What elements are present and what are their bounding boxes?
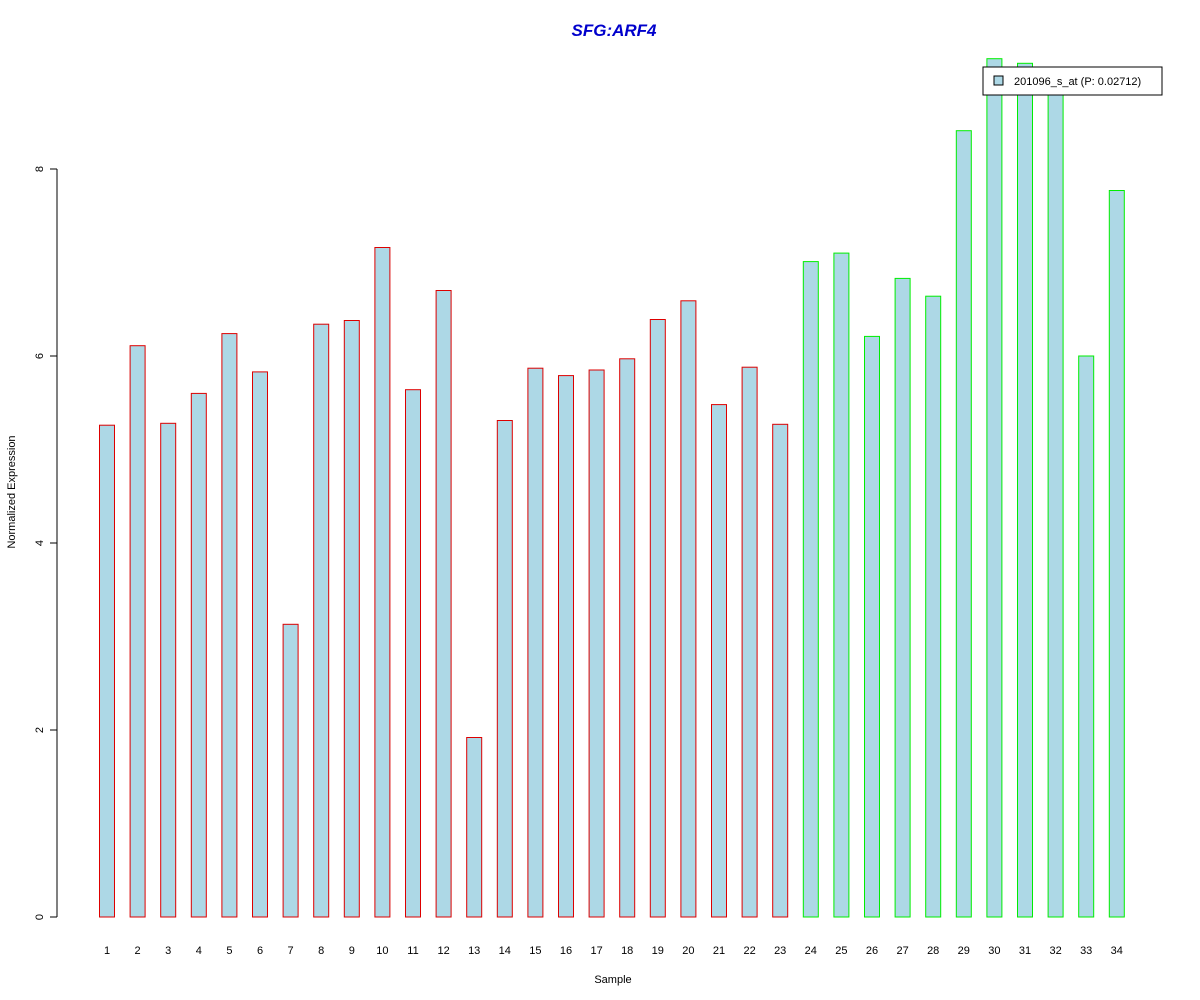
x-tick-label: 14 <box>499 945 511 957</box>
bar-sample-14 <box>496 420 513 918</box>
legend: 201096_s_at (P: 0.02712) <box>982 66 1163 96</box>
bar-sample-1 <box>99 424 115 918</box>
bar-sample-25 <box>833 252 850 918</box>
bar-sample-4 <box>190 392 207 918</box>
bar-sample-12 <box>435 290 452 918</box>
bar-sample-24 <box>802 261 819 918</box>
bar-sample-21 <box>711 404 727 918</box>
x-tick-label: 32 <box>1049 945 1061 957</box>
bar-sample-3 <box>160 422 177 918</box>
x-tick-label: 9 <box>349 945 355 957</box>
x-tick-label: 7 <box>288 945 294 957</box>
bar-sample-26 <box>864 335 880 918</box>
x-tick-label: 15 <box>529 945 541 957</box>
bar-sample-15 <box>527 367 544 918</box>
chart-title: SFG:ARF4 <box>572 21 658 40</box>
x-tick-label: 20 <box>682 945 694 957</box>
bar-sample-19 <box>649 319 666 918</box>
bar-sample-16 <box>558 375 574 918</box>
bar-sample-22 <box>741 366 758 918</box>
legend-box <box>982 66 1163 96</box>
y-tick-label: 6 <box>34 353 46 359</box>
x-tick-labels: 1 2 3 4 5 6 7 8 9 10 11 12 13 14 15 16 17 18 19 20 21 22 23 24 2… <box>104 945 1123 957</box>
legend-swatch <box>993 75 1004 86</box>
bar-sample-29 <box>955 130 972 918</box>
bar-sample-31 <box>1017 62 1033 918</box>
bar-sample-11 <box>405 389 421 918</box>
bar-sample-18 <box>619 358 636 918</box>
bars-group <box>99 58 1125 918</box>
x-tick-label: 3 <box>165 945 171 957</box>
x-tick-label: 4 <box>196 945 202 957</box>
x-tick-label: 30 <box>988 945 1000 957</box>
bar-sample-32 <box>1047 69 1064 918</box>
x-tick-label: 13 <box>468 945 480 957</box>
bar-sample-17 <box>588 369 605 918</box>
x-tick-label: 16 <box>560 945 572 957</box>
x-tick-label: 11 <box>407 945 418 957</box>
bar-sample-7 <box>282 623 299 918</box>
x-tick-label: 8 <box>318 945 324 957</box>
x-tick-label: 22 <box>743 945 755 957</box>
x-tick-label: 27 <box>896 945 908 957</box>
bar-sample-20 <box>680 300 697 918</box>
bar-sample-23 <box>772 423 789 918</box>
y-tick-label: 8 <box>34 166 46 172</box>
y-tick-label: 0 <box>34 914 46 920</box>
bar-sample-30 <box>986 58 1003 918</box>
legend-label: 201096_s_at (P: 0.02712) <box>1014 76 1141 88</box>
bar-sample-27 <box>894 277 911 918</box>
x-tick-label: 34 <box>1111 945 1123 957</box>
bar-sample-2 <box>129 345 146 918</box>
x-tick-label: 33 <box>1080 945 1092 957</box>
bar-sample-6 <box>252 371 268 918</box>
y-tick-label: 4 <box>34 540 46 546</box>
x-tick-label: 26 <box>866 945 878 957</box>
x-tick-label: 6 <box>257 945 263 957</box>
x-axis-label: Sample <box>594 974 631 986</box>
x-tick-label: 21 <box>713 945 725 957</box>
x-tick-label: 17 <box>590 945 602 957</box>
bar-sample-8 <box>313 323 330 918</box>
x-tick-label: 24 <box>805 945 817 957</box>
x-tick-label: 10 <box>376 945 388 957</box>
x-tick-label: 29 <box>958 945 970 957</box>
bar-sample-9 <box>343 320 360 918</box>
bar-sample-13 <box>466 737 483 918</box>
x-tick-label: 23 <box>774 945 786 957</box>
x-tick-label: 1 <box>104 945 110 957</box>
bar-sample-34 <box>1108 190 1125 918</box>
x-tick-label: 28 <box>927 945 939 957</box>
x-tick-label: 18 <box>621 945 633 957</box>
x-tick-label: 19 <box>652 945 664 957</box>
x-tick-label: 2 <box>135 945 141 957</box>
x-tick-label: 5 <box>226 945 232 957</box>
bar-sample-33 <box>1078 355 1095 918</box>
y-tick-label: 2 <box>34 727 46 733</box>
y-axis: 0 2 4 6 8 <box>34 166 58 920</box>
bar-sample-5 <box>221 333 238 918</box>
y-axis-label: Normalized Expression <box>6 435 18 548</box>
x-tick-label: 12 <box>437 945 449 957</box>
x-tick-label: 31 <box>1019 945 1031 957</box>
bar-sample-28 <box>925 295 942 918</box>
bar-sample-10 <box>374 247 391 918</box>
x-tick-label: 25 <box>835 945 847 957</box>
